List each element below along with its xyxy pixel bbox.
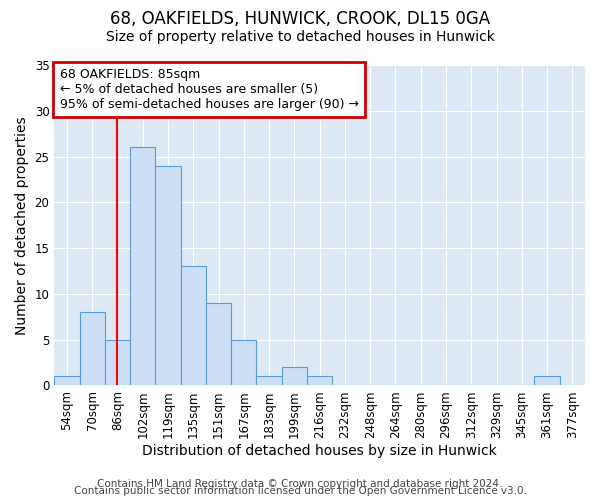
Bar bbox=[130, 148, 155, 386]
Bar bbox=[231, 340, 256, 386]
Bar bbox=[105, 340, 130, 386]
Text: 68 OAKFIELDS: 85sqm
← 5% of detached houses are smaller (5)
95% of semi-detached: 68 OAKFIELDS: 85sqm ← 5% of detached hou… bbox=[59, 68, 359, 111]
Bar bbox=[155, 166, 181, 386]
Bar bbox=[206, 303, 231, 386]
Bar bbox=[54, 376, 80, 386]
Text: Contains public sector information licensed under the Open Government Licence v3: Contains public sector information licen… bbox=[74, 486, 526, 496]
Bar bbox=[282, 367, 307, 386]
Bar bbox=[307, 376, 332, 386]
Bar bbox=[181, 266, 206, 386]
Bar bbox=[256, 376, 282, 386]
Bar bbox=[80, 312, 105, 386]
Text: Contains HM Land Registry data © Crown copyright and database right 2024.: Contains HM Land Registry data © Crown c… bbox=[97, 479, 503, 489]
Bar bbox=[535, 376, 560, 386]
X-axis label: Distribution of detached houses by size in Hunwick: Distribution of detached houses by size … bbox=[142, 444, 497, 458]
Text: 68, OAKFIELDS, HUNWICK, CROOK, DL15 0GA: 68, OAKFIELDS, HUNWICK, CROOK, DL15 0GA bbox=[110, 10, 490, 28]
Y-axis label: Number of detached properties: Number of detached properties bbox=[15, 116, 29, 334]
Text: Size of property relative to detached houses in Hunwick: Size of property relative to detached ho… bbox=[106, 30, 494, 44]
